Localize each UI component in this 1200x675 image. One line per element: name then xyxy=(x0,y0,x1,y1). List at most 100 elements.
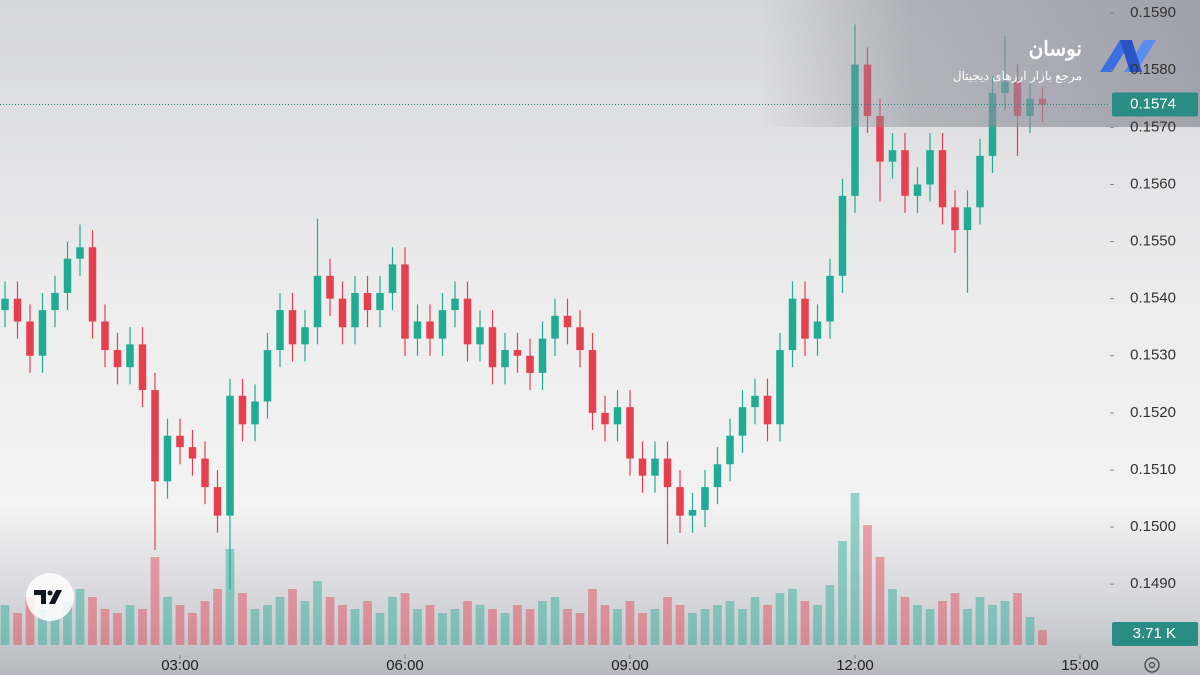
candle-body xyxy=(213,487,222,516)
candle-body xyxy=(551,315,559,339)
volume-bar xyxy=(200,601,210,645)
volume-bar xyxy=(113,613,122,645)
candle-body xyxy=(801,298,809,339)
volume-bar xyxy=(900,597,910,645)
volume-bar xyxy=(525,609,535,645)
volume-bar xyxy=(25,597,35,645)
candle-body xyxy=(901,150,909,196)
candle-body xyxy=(776,350,784,425)
x-tick-label: 09:00 xyxy=(611,657,649,674)
volume-bar xyxy=(550,597,560,645)
candle-body xyxy=(76,247,84,259)
candle-body xyxy=(1,298,9,311)
volume-bar xyxy=(988,605,997,645)
candle-body xyxy=(451,298,459,311)
candle-body xyxy=(463,298,472,345)
volume-bar xyxy=(313,581,322,645)
volume-bar xyxy=(13,613,22,645)
volume-bar xyxy=(563,609,572,645)
candle-body xyxy=(351,292,359,328)
settings-icon[interactable] xyxy=(1144,657,1160,673)
volume-bar xyxy=(825,585,835,645)
candle-body xyxy=(876,115,884,162)
volume-bar xyxy=(100,609,110,645)
volume-bar xyxy=(888,589,897,645)
candle-body xyxy=(888,150,897,162)
y-tick-label: 0.1560 xyxy=(1130,175,1176,192)
volume-bar xyxy=(338,605,347,645)
volume-bar xyxy=(63,601,72,645)
volume-bar xyxy=(50,617,60,645)
candle-body xyxy=(176,435,184,448)
candle-body xyxy=(413,321,422,339)
candle-body xyxy=(788,298,797,351)
volume-bar xyxy=(38,609,47,645)
candle-body xyxy=(101,321,109,351)
x-tick-label: 06:00 xyxy=(386,657,424,674)
candle-body xyxy=(938,150,947,208)
volume-bar xyxy=(950,593,960,645)
candle-body xyxy=(851,64,859,196)
candle-body xyxy=(726,435,734,465)
candle-body xyxy=(738,407,747,436)
volume-bar xyxy=(588,589,597,645)
brand-logo xyxy=(1100,40,1156,72)
volume-bar xyxy=(538,601,547,645)
volume-bar xyxy=(1038,630,1047,645)
volume-bar xyxy=(675,605,685,645)
volume-bar xyxy=(850,493,860,645)
volume-bar xyxy=(700,609,710,645)
tradingview-logo xyxy=(26,573,74,621)
volume-bar xyxy=(638,613,647,645)
volume-bar xyxy=(575,613,585,645)
candle-body xyxy=(51,292,59,311)
candle-body xyxy=(113,350,122,368)
candle-body xyxy=(138,344,147,391)
candle-body xyxy=(163,435,172,482)
volume-bar xyxy=(188,613,197,645)
candle-body xyxy=(226,395,234,516)
candle-body xyxy=(701,487,709,510)
volume-bar xyxy=(238,593,247,645)
volume-bar xyxy=(388,597,397,645)
volume-bar xyxy=(475,605,485,645)
volume-bar xyxy=(875,557,885,645)
candle-body xyxy=(576,327,584,351)
volume-bar xyxy=(138,609,147,645)
volume-bar xyxy=(225,549,235,645)
candle-body xyxy=(588,350,597,413)
volume-bar xyxy=(800,601,810,645)
volume-bar xyxy=(288,589,297,645)
volume-bar xyxy=(0,605,10,645)
candle-body xyxy=(501,350,509,368)
volume-bar xyxy=(75,589,85,645)
volume-bar xyxy=(838,541,847,645)
volume-bar xyxy=(488,609,497,645)
volume-bar xyxy=(813,605,822,645)
candle-body xyxy=(313,275,322,328)
volume-bar xyxy=(300,601,310,645)
volume-bar xyxy=(325,597,335,645)
volume-bar xyxy=(863,525,872,645)
candle-body xyxy=(813,321,822,339)
volume-bar xyxy=(663,597,672,645)
candle-body xyxy=(913,184,922,196)
y-tick-label: 0.1550 xyxy=(1130,233,1176,250)
candle-body xyxy=(438,310,447,339)
candle-body xyxy=(951,207,959,231)
volume-bar xyxy=(425,605,435,645)
volume-bar xyxy=(438,613,447,645)
volume-bar xyxy=(775,593,785,645)
candle-body xyxy=(426,321,434,339)
volume-bar xyxy=(1013,593,1022,645)
x-tick-label: 12:00 xyxy=(836,657,874,674)
volume-bar xyxy=(713,605,722,645)
volume-box xyxy=(1112,622,1198,646)
candle-body xyxy=(626,407,634,459)
candle-body xyxy=(976,155,984,208)
volume-bar xyxy=(975,597,985,645)
volume-bar xyxy=(925,609,935,645)
volume-bar xyxy=(963,609,972,645)
y-tick-label: 0.1570 xyxy=(1130,118,1176,135)
